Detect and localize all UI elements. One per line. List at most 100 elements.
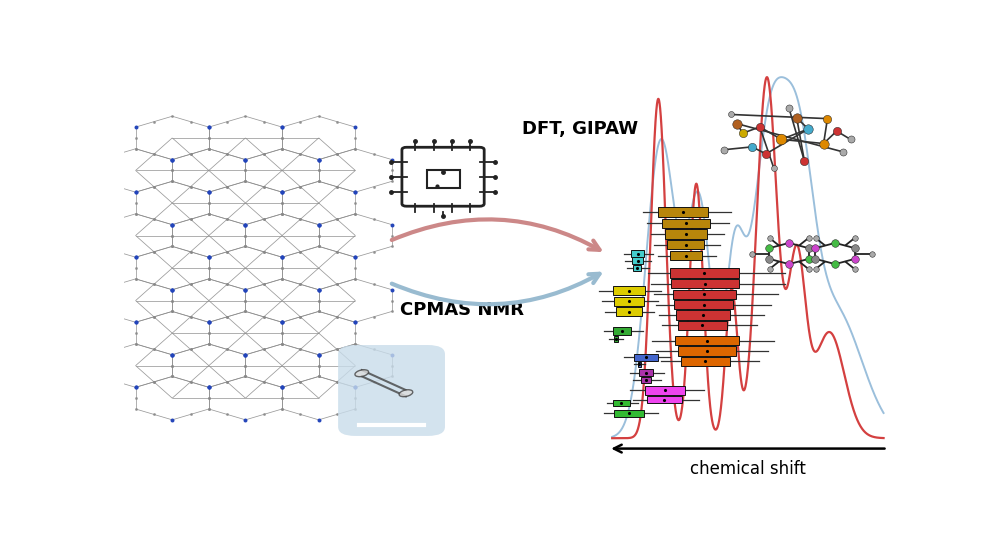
Point [237,361,253,370]
Bar [632,257,643,264]
Bar [667,240,704,250]
Point [274,144,290,153]
Point [219,150,235,158]
Point [293,215,309,224]
Point [256,313,272,321]
Point [310,220,326,229]
Point [165,155,181,164]
Point [384,177,400,185]
Point [237,286,253,294]
Point [310,177,326,185]
Point [165,416,181,424]
Point [329,247,345,256]
Point [347,383,363,392]
Point [219,378,235,386]
Point [128,340,144,348]
Point [293,345,309,354]
Point [128,210,144,218]
Bar [672,279,739,288]
Point [201,188,217,196]
Point [183,182,198,191]
Point [256,313,272,321]
Point [274,383,290,392]
Bar [613,286,645,295]
Point [366,247,382,256]
Point [165,242,181,251]
Point [274,329,290,337]
Point [146,280,162,288]
Point [274,210,290,218]
Point [310,220,326,229]
Point [347,188,363,196]
Point [201,144,217,153]
Point [256,345,272,354]
Point [274,318,290,327]
Point [347,340,363,348]
Point [310,220,326,229]
Point [237,286,253,294]
Point [274,188,290,196]
Point [310,286,326,294]
Point [146,182,162,191]
Point [310,286,326,294]
Point [165,350,181,359]
Point [329,313,345,321]
Point [237,155,253,164]
Point [165,286,181,294]
Point [201,383,217,392]
Point [109,182,125,191]
Point [201,144,217,153]
Point [183,118,198,126]
Point [274,274,290,283]
Point [109,215,125,224]
Point [165,361,181,370]
Point [237,350,253,359]
Bar [633,265,642,271]
Bar [645,386,685,395]
Point [274,383,290,392]
Point [201,264,217,272]
Point [128,318,144,327]
Point [91,220,107,229]
Text: DFT, GIPAW: DFT, GIPAW [522,120,639,138]
Point [201,199,217,208]
Point [274,134,290,142]
Bar [613,399,630,406]
Point [274,394,290,403]
Point [384,242,400,251]
Point [165,242,181,251]
Point [128,188,144,196]
Point [347,253,363,261]
Point [293,313,309,321]
Point [128,144,144,153]
Point [109,247,125,256]
Point [256,247,272,256]
Point [347,199,363,208]
Point [91,166,107,175]
Point [146,313,162,321]
Point [219,247,235,256]
Point [201,383,217,392]
Point [274,394,290,403]
Point [201,405,217,413]
Point [237,155,253,164]
Point [237,155,253,164]
Point [201,340,217,348]
Point [384,286,400,294]
Point [165,286,181,294]
Bar [678,321,727,330]
Point [293,118,309,126]
Point [237,286,253,294]
Point [91,350,107,359]
Point [256,410,272,419]
Point [128,123,144,132]
Point [256,182,272,191]
Bar [676,336,739,345]
Point [128,394,144,403]
Point [183,280,198,288]
Point [310,350,326,359]
Point [310,416,326,424]
Point [183,215,198,224]
Point [91,286,107,294]
Point [201,210,217,218]
